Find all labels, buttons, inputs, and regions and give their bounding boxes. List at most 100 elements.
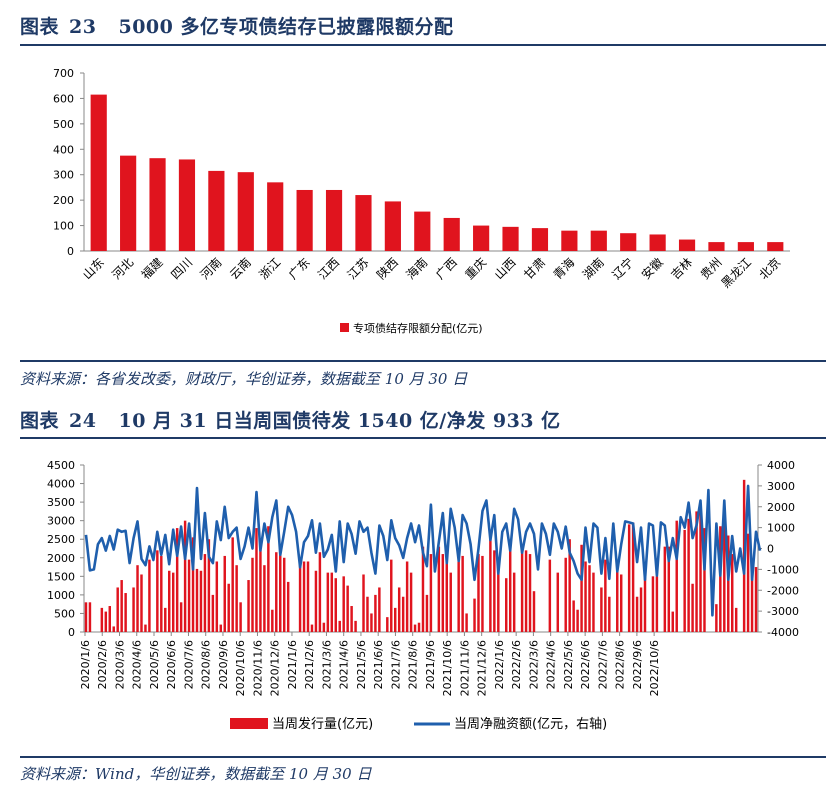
x-tick-label: 海南	[403, 255, 431, 283]
x-tick-label: 2020/5/6	[148, 640, 161, 689]
bar	[449, 572, 452, 632]
x-tick-label: 河南	[197, 255, 225, 283]
x-tick-label: 2020/7/6	[182, 640, 195, 689]
x-tick-label: 湖南	[579, 255, 607, 283]
bar	[239, 602, 242, 632]
bar	[104, 611, 108, 632]
bar	[584, 561, 587, 632]
bar	[355, 195, 372, 251]
bar	[746, 533, 750, 632]
left-tick-label: 2000	[47, 552, 75, 565]
x-tick-label: 2021/12/6	[476, 640, 489, 696]
bar	[384, 201, 401, 251]
bar	[342, 576, 345, 632]
bar	[734, 607, 738, 632]
bar	[330, 572, 334, 632]
bar	[561, 230, 578, 251]
bar	[215, 561, 219, 632]
bar	[572, 600, 575, 632]
left-tick-label: 3500	[47, 496, 75, 509]
bar	[635, 596, 639, 632]
x-tick-label: 2021/4/6	[338, 640, 351, 689]
bar	[441, 554, 445, 632]
right-tick-label: -4000	[767, 626, 799, 639]
bar	[643, 574, 647, 632]
bar	[699, 507, 702, 632]
bar	[397, 587, 401, 632]
bar	[465, 613, 468, 632]
x-tick-label: 2021/9/6	[424, 640, 437, 689]
bar	[227, 583, 230, 632]
figure-23-number: 23	[69, 16, 97, 38]
bar	[247, 580, 250, 632]
bar	[362, 574, 365, 632]
bar	[505, 578, 508, 632]
figure-23-rule	[20, 44, 826, 46]
bar	[390, 559, 393, 632]
bar	[727, 535, 730, 632]
x-tick-label: 2021/5/6	[355, 640, 368, 689]
figure-24-source: 资料来源：Wind，华创证券，数据截至 10 月 30 日	[20, 765, 372, 783]
figure-24-title: 图表 24 10 月 31 日当周国债待发 1540 亿/净发 933 亿	[20, 406, 561, 433]
x-tick-label: 2020/3/6	[113, 640, 126, 689]
bar	[443, 217, 460, 251]
x-tick-label: 四川	[168, 255, 195, 282]
bar	[88, 602, 92, 632]
figure-24-rule	[20, 437, 826, 439]
bar	[600, 587, 603, 632]
bar	[271, 609, 274, 632]
bar	[556, 572, 560, 632]
bar	[326, 572, 330, 632]
bar	[616, 567, 619, 632]
bar	[639, 587, 643, 632]
bar	[195, 568, 199, 632]
x-tick-label: 2020/10/6	[234, 640, 247, 696]
bar	[296, 189, 313, 251]
x-tick-label: 重庆	[462, 255, 489, 282]
legend-bar-label: 当周发行量(亿元)	[272, 716, 373, 732]
bar	[334, 578, 337, 632]
right-tick-label: 0	[767, 543, 774, 556]
left-tick-label: 1000	[47, 589, 75, 602]
bar	[708, 242, 725, 251]
bar	[715, 604, 718, 632]
x-tick-label: 2022/1/6	[493, 640, 506, 689]
bar	[199, 570, 203, 632]
bar	[703, 528, 706, 632]
x-tick-label: 2020/6/6	[165, 640, 178, 689]
bar	[370, 613, 373, 632]
bar	[671, 611, 674, 632]
x-tick-label: 黑龙江	[719, 255, 754, 290]
bar	[568, 539, 571, 632]
x-tick-label: 河北	[109, 255, 136, 282]
bar	[497, 561, 500, 632]
bar	[683, 529, 686, 632]
bar	[350, 606, 353, 632]
left-tick-label: 4000	[47, 478, 75, 491]
x-tick-label: 山西	[492, 255, 519, 282]
bar	[429, 554, 433, 632]
bar	[178, 159, 196, 251]
bar	[649, 234, 666, 251]
bar	[302, 561, 306, 632]
figure-24-number: 24	[69, 410, 97, 432]
bar	[275, 552, 278, 632]
x-tick-label: 2022/6/6	[579, 640, 592, 689]
bar	[767, 242, 784, 251]
figure-24-title-text: 10 月 31 日当周国债待发 1540 亿/净发 933 亿	[118, 410, 561, 432]
x-tick-label: 2022/3/6	[527, 640, 540, 689]
legend-line-label: 当周净融资额(亿元，右轴)	[454, 717, 607, 732]
bar	[405, 561, 409, 632]
bar	[413, 624, 417, 632]
bar	[171, 572, 175, 632]
bar	[631, 522, 635, 632]
bar	[149, 158, 166, 251]
x-tick-label: 2020/11/6	[251, 640, 264, 696]
bar	[502, 226, 519, 251]
bar	[477, 554, 480, 632]
x-tick-label: 2022/9/6	[631, 640, 644, 689]
bar	[651, 576, 655, 632]
bar	[691, 583, 694, 632]
x-tick-label: 广西	[433, 255, 460, 282]
y-tick-label: 700	[53, 67, 74, 80]
